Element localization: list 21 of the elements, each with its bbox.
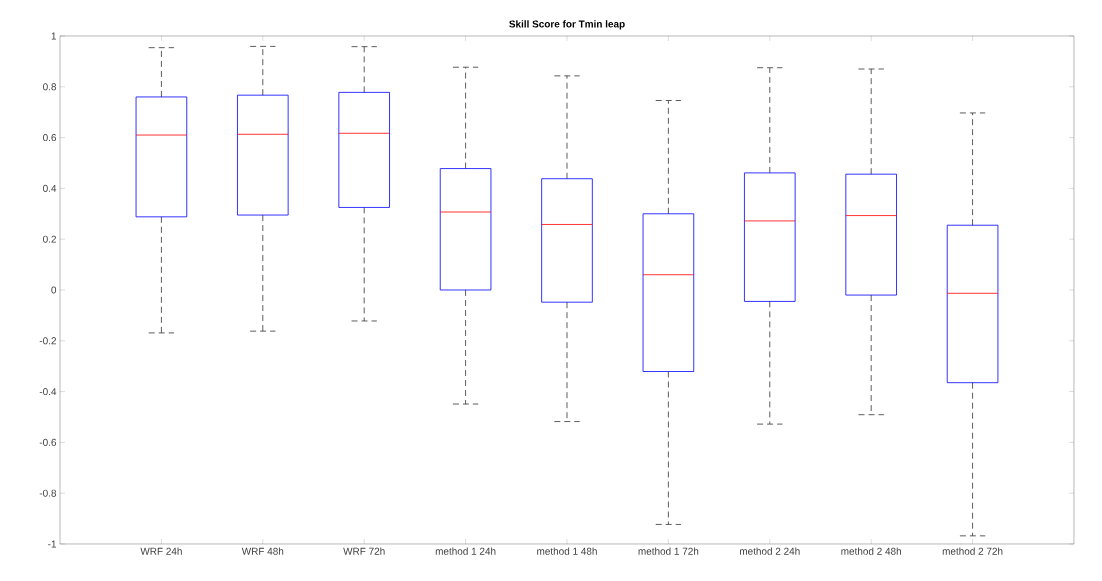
y-tick-label: -0.4 [39, 388, 57, 396]
y-tick-label: -0.6 [39, 438, 57, 446]
y-tick-label: 1 [51, 32, 57, 40]
chart-title: Skill Score for Tmin leap [509, 20, 625, 30]
x-tick-label: method 2 24h [739, 547, 800, 555]
y-tick-label: -0.2 [39, 337, 56, 345]
y-tick-label: 0.8 [43, 83, 57, 91]
y-tick-label: -0.8 [39, 489, 57, 497]
x-tick-label: method 1 72h [638, 547, 699, 555]
y-tick-label: 0.6 [43, 134, 57, 142]
x-tick-label: method 1 24h [435, 547, 496, 555]
y-tick-label: -1 [48, 540, 57, 548]
y-tick-label: 0 [51, 286, 57, 294]
x-tick-label: method 2 72h [942, 547, 1003, 555]
x-tick-label: WRF 24h [140, 547, 182, 555]
y-tick-label: 0.4 [43, 184, 57, 192]
x-tick-label: WRF 48h [241, 547, 284, 555]
y-tick-label: 0.2 [43, 235, 56, 243]
x-tick-label: WRF 72h [343, 547, 385, 555]
x-tick-label: method 1 48h [537, 547, 597, 555]
x-tick-label: method 2 48h [841, 547, 901, 555]
